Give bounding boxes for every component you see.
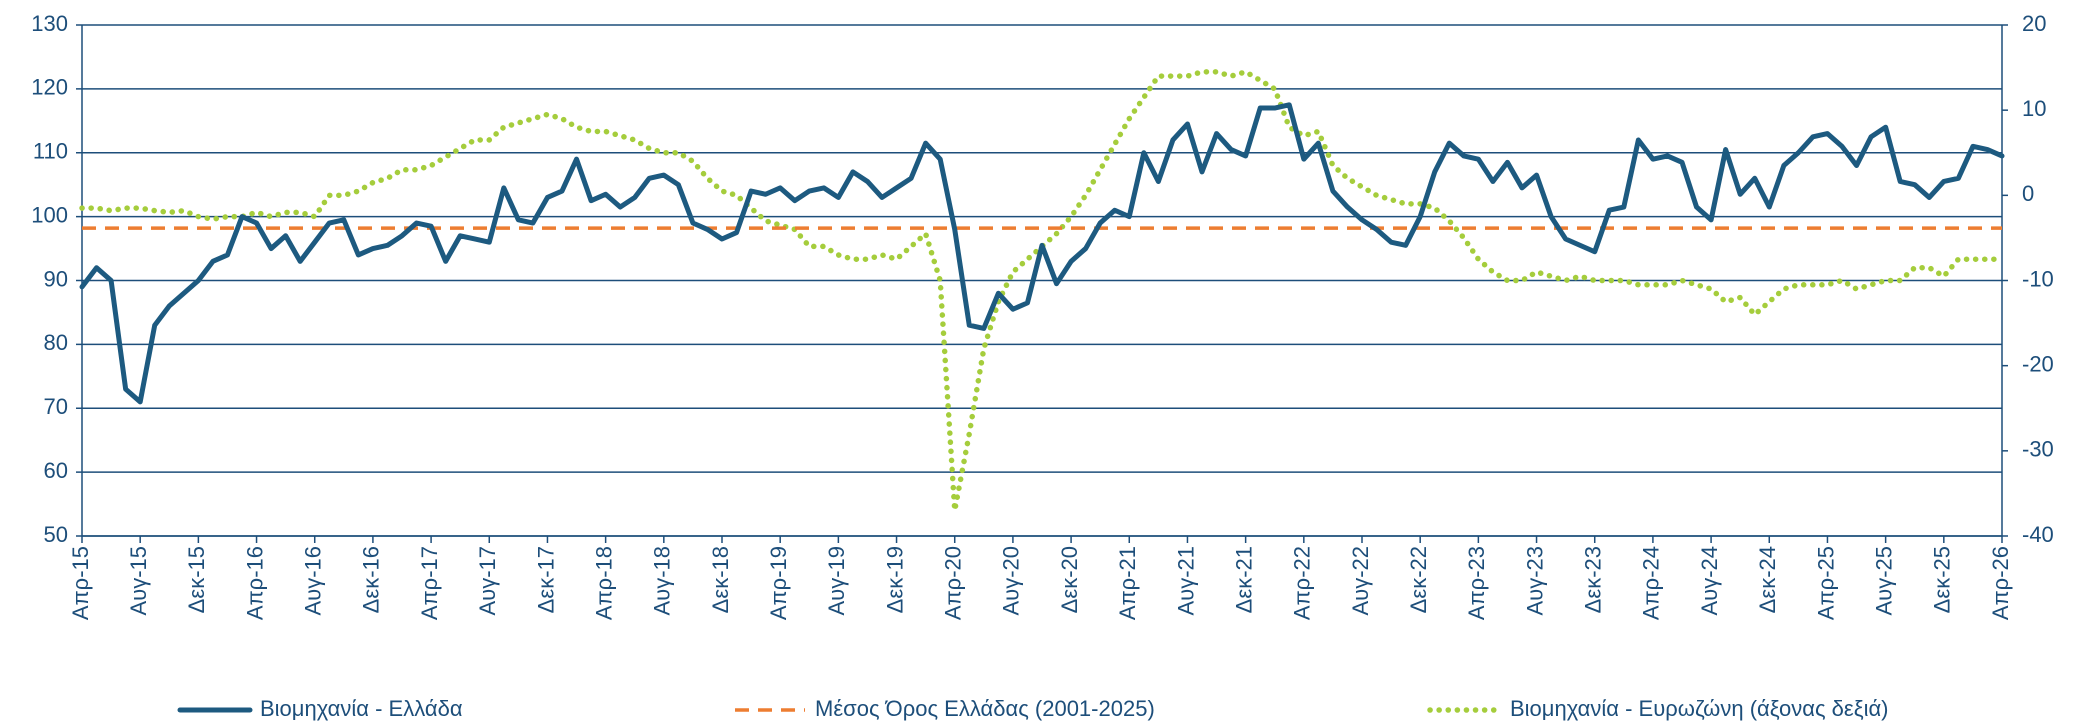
x-tick-label: Αυγ-15 [126,546,151,616]
y2-tick-label: 0 [2022,181,2034,206]
x-tick-label: Απρ-23 [1464,546,1489,620]
y-tick-label: 80 [44,330,68,355]
y-tick-label: 70 [44,394,68,419]
x-tick-label: Απρ-16 [242,546,267,620]
y2-tick-label: 20 [2022,11,2046,36]
legend-label: Βιομηχανία - Ευρωζώνη (άξονας δεξιά) [1510,696,1889,721]
x-tick-label: Απρ-24 [1639,546,1664,620]
series-line [79,102,2005,405]
x-tick-label: Δεκ-19 [882,546,907,613]
x-tick-label: Απρ-25 [1813,546,1838,620]
y-tick-label: 60 [44,458,68,483]
x-tick-label: Απρ-15 [68,546,93,620]
x-tick-label: Δεκ-20 [1057,546,1082,613]
x-tick-label: Αυγ-17 [475,546,500,616]
x-tick-label: Αυγ-19 [824,546,849,616]
x-tick-label: Αυγ-20 [999,546,1024,616]
y-tick-label: 130 [31,11,68,36]
y2-tick-label: -40 [2022,522,2054,547]
legend-label: Μέσος Όρος Ελλάδας (2001-2025) [815,696,1155,721]
y2-tick-label: -30 [2022,437,2054,462]
y-tick-label: 100 [31,202,68,227]
x-tick-label: Αυγ-22 [1348,546,1373,616]
x-tick-label: Αυγ-16 [301,546,326,616]
x-tick-label: Αυγ-23 [1522,546,1547,616]
x-tick-label: Απρ-26 [1988,546,2013,620]
x-tick-label: Δεκ-16 [359,546,384,613]
y-tick-label: 110 [33,139,68,164]
y2-tick-label: 10 [2022,96,2046,121]
y-tick-label: 120 [31,75,68,100]
x-tick-label: Δεκ-17 [533,546,558,613]
x-tick-label: Απρ-21 [1115,546,1140,620]
y-tick-label: 90 [44,266,68,291]
x-tick-label: Δεκ-15 [184,546,209,613]
x-tick-label: Αυγ-24 [1697,546,1722,616]
x-tick-label: Αυγ-21 [1173,546,1198,616]
x-tick-label: Απρ-20 [941,546,966,620]
x-tick-label: Δεκ-21 [1231,546,1256,613]
x-tick-label: Δεκ-24 [1755,546,1780,613]
y2-tick-label: -20 [2022,351,2054,376]
series-line [79,69,2005,514]
y2-tick-label: -10 [2022,266,2054,291]
x-tick-label: Δεκ-18 [708,546,733,613]
x-tick-label: Απρ-18 [591,546,616,620]
legend-label: Βιομηχανία - Ελλάδα [260,696,463,721]
x-tick-label: Απρ-19 [766,546,791,620]
x-tick-label: Αυγ-25 [1871,546,1896,616]
x-tick-label: Δεκ-23 [1581,546,1606,613]
x-tick-label: Απρ-22 [1290,546,1315,620]
x-tick-label: Αυγ-18 [650,546,675,616]
x-tick-label: Δεκ-25 [1930,546,1955,613]
x-tick-label: Δεκ-22 [1406,546,1431,613]
x-tick-label: Απρ-17 [417,546,442,620]
y-tick-label: 50 [44,522,68,547]
